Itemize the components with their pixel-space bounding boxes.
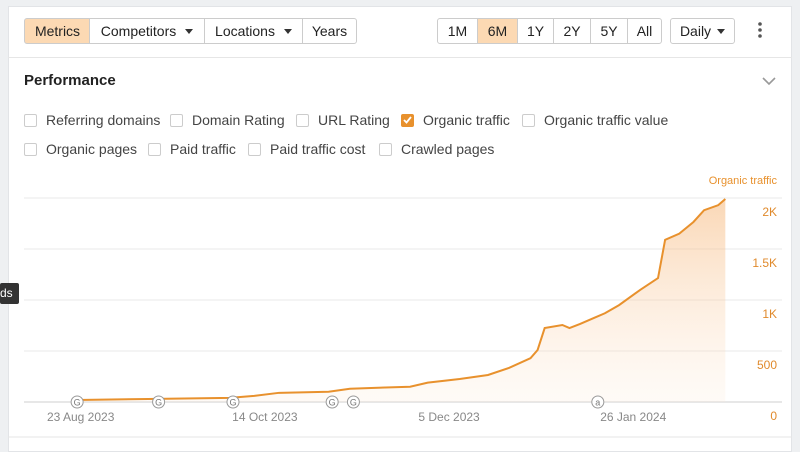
metric-checkbox[interactable]: Organic traffic value [522, 111, 668, 129]
checkbox[interactable] [296, 113, 309, 127]
checkbox-label: Organic pages [46, 141, 138, 157]
menu-dot[interactable] [758, 28, 762, 32]
range-label: 6M [487, 23, 508, 39]
granularity-label: Daily [679, 23, 712, 39]
x-tick-label: 26 Jan 2024 [600, 410, 666, 424]
checkbox[interactable] [248, 142, 261, 156]
area [77, 199, 726, 402]
event-marker [325, 395, 339, 409]
menu-dot[interactable] [758, 22, 762, 26]
y-tick-label: 1K [762, 307, 777, 321]
collapse-chevron[interactable] [762, 77, 776, 86]
event-label: G [329, 397, 336, 407]
metric-checkbox[interactable]: Domain Rating [170, 111, 285, 129]
checkbox-label: Domain Rating [192, 112, 285, 128]
dropdown-arrow [283, 28, 292, 34]
divider [8, 57, 792, 58]
dropdown-arrow [717, 28, 726, 34]
menu-dot[interactable] [758, 34, 762, 38]
checkbox-label: Referring domains [46, 112, 161, 128]
check [403, 116, 412, 124]
tooltip-text: ds [0, 286, 13, 300]
event-marker [591, 395, 605, 409]
checkbox[interactable] [170, 113, 183, 127]
range-label: 5Y [600, 23, 618, 39]
checkbox-label: Paid traffic [170, 141, 236, 157]
range-label: 2Y [563, 23, 581, 39]
series-label: Organic traffic [709, 175, 778, 187]
event-label: G [155, 397, 162, 407]
metric-checkbox[interactable]: Paid traffic cost [248, 140, 365, 158]
checkbox[interactable] [379, 142, 392, 156]
range-button[interactable]: 1M [437, 18, 478, 44]
event-label: G [74, 397, 81, 407]
metric-checkbox[interactable]: Organic pages [24, 140, 137, 158]
y-tick-label: 1.5K [752, 256, 777, 270]
range-label: 1M [447, 23, 468, 39]
dropdown-arrow [185, 28, 194, 34]
event-marker [152, 395, 166, 409]
range-label: 1Y [526, 23, 545, 39]
event-marker [70, 395, 84, 409]
range-label: All [636, 23, 653, 39]
checkbox-label: Paid traffic cost [270, 141, 366, 157]
event-marker [226, 395, 240, 409]
checkbox[interactable] [522, 113, 535, 127]
event-label: G [350, 397, 357, 407]
tab-label: Competitors [100, 23, 177, 39]
granularity-select[interactable]: Daily [670, 18, 735, 44]
event-label: G [229, 397, 236, 407]
metric-checkbox[interactable]: Paid traffic [148, 140, 236, 158]
checkbox[interactable] [24, 113, 37, 127]
tab-label: Metrics [34, 23, 81, 39]
checkbox-label: Organic traffic value [544, 112, 669, 128]
line [77, 198, 726, 401]
checkbox[interactable] [24, 142, 37, 156]
metric-checkbox[interactable]: Organic traffic [401, 111, 510, 129]
checkbox-label: Organic traffic [423, 112, 510, 128]
metric-checkbox[interactable]: Crawled pages [379, 140, 494, 158]
tab-button[interactable]: Metrics [24, 18, 91, 44]
tab-label: Locations [215, 23, 275, 39]
tab-button[interactable]: Competitors [89, 18, 205, 44]
x-tick-label: 5 Dec 2023 [418, 410, 480, 424]
checkbox-label: Crawled pages [401, 141, 495, 157]
range-button[interactable]: 5Y [590, 18, 628, 44]
metric-checkbox[interactable]: Referring domains [24, 111, 160, 129]
metric-checkbox[interactable]: URL Rating [296, 111, 390, 129]
checkbox[interactable] [148, 142, 161, 156]
range-button[interactable]: All [627, 18, 662, 44]
tooltip [0, 283, 19, 304]
tab-button[interactable]: Years [302, 18, 357, 44]
range-button[interactable]: 2Y [553, 18, 591, 44]
section-title: Performance [24, 72, 116, 89]
x-tick-label: 23 Aug 2023 [47, 410, 115, 424]
event-marker [346, 395, 360, 409]
y-tick-label: 0 [770, 409, 777, 423]
checkbox[interactable] [401, 113, 414, 127]
checkbox-label: URL Rating [318, 112, 390, 128]
tab-button[interactable]: Locations [204, 18, 303, 44]
event-label: a [595, 397, 600, 407]
x-tick-label: 14 Oct 2023 [232, 410, 298, 424]
tab-label: Years [311, 23, 348, 39]
y-tick-label: 2K [762, 205, 777, 219]
y-tick-label: 500 [757, 358, 777, 372]
